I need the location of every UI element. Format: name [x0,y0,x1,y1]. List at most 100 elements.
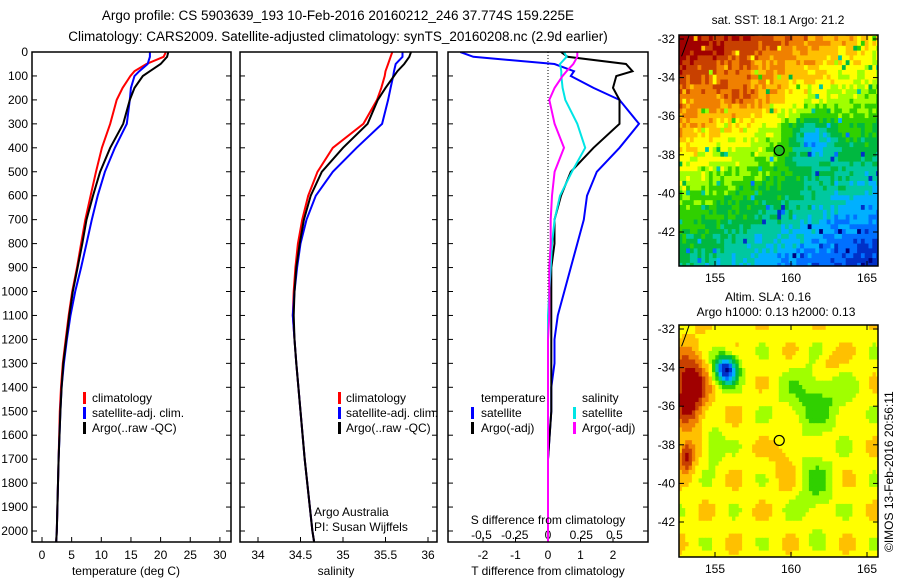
map-cell [800,219,805,225]
map-cell [865,363,870,369]
map-cell [876,205,878,211]
map-cell [758,45,763,52]
map-cell [731,98,737,105]
map-cell [693,151,699,158]
map-cell [755,376,760,382]
map-cell [841,127,847,134]
map-cell [693,113,699,119]
map-cell [781,209,786,216]
map-cell [772,359,777,365]
map-cell [748,329,753,335]
map-cell [679,359,683,365]
map-cell [832,329,837,335]
map-cell [708,427,713,433]
map-cell [812,368,817,373]
map-cell [860,94,866,100]
map-cell [811,89,816,95]
map-cell [695,363,700,369]
map-cell [777,195,782,201]
map-cell [834,79,839,85]
map-cell [720,118,725,124]
map-cell [724,36,729,42]
map-cell [708,334,713,339]
map-cell [815,132,820,138]
map-cell [682,113,687,119]
map-cell [752,423,756,428]
map-cell [688,334,693,339]
map-cell [768,368,773,373]
map-cell [830,65,835,71]
map-cell [772,338,777,344]
map-cell [773,127,778,134]
map-cell [838,200,843,206]
map-cell [708,376,713,382]
map-cell [822,431,827,437]
map-cell [849,209,854,216]
map-cell [880,99,884,104]
map-cell [842,393,847,399]
map-cell [688,423,693,428]
map-cell [708,406,713,411]
map-cell [800,40,805,47]
map-cell [825,431,830,437]
map-cell [686,137,691,143]
map-cell [802,452,807,458]
map-cell [853,65,858,71]
map-cell [745,363,750,369]
map-cell [807,253,813,259]
map-cell [762,448,766,454]
map-cell [869,325,873,331]
map-cell [805,363,810,369]
map-cell [718,448,723,454]
map-cell [845,423,850,428]
map-cell [784,50,790,56]
map-cell [788,176,794,182]
map-cell [857,60,862,66]
map-cell [872,334,877,339]
map-cell [802,457,807,462]
map-cell [822,355,827,360]
map-cell [805,359,810,365]
map-cell [808,393,813,399]
map-cell [865,418,870,424]
map-cell [852,368,857,373]
map-cell [746,161,752,167]
map-cell [838,229,843,235]
map-cell [819,253,824,259]
map-cell [857,79,862,85]
map-cell [852,389,857,394]
map-cell [772,406,777,411]
map-cell [811,151,816,158]
map-cell [686,190,691,196]
map-cell [788,50,794,56]
map-cell [859,355,863,360]
map-cell [718,368,723,373]
map-cell [712,393,716,399]
map-cell [728,452,733,458]
map-cell [862,452,867,458]
map-cell [785,435,790,441]
map-cell [796,195,801,201]
map-cell [849,372,853,377]
map-cell [772,402,777,407]
map-cell [697,74,702,81]
map-cell [769,103,775,110]
map-cell [819,389,823,394]
map-cell [875,376,878,382]
map-cell [682,98,687,105]
map-cell [839,397,843,403]
map-cell [838,195,843,201]
map-cell [716,36,721,42]
map-cell [880,191,884,196]
map-cell [853,190,858,196]
map-cell [825,402,830,407]
map-cell [857,123,862,129]
map-cell [807,35,813,37]
map-cell [855,346,860,352]
map-cell [752,342,756,348]
map-cell [835,397,840,403]
map-cell [855,338,860,344]
map-cell [691,427,696,433]
map-cell [701,355,706,360]
map-cell [739,74,744,81]
